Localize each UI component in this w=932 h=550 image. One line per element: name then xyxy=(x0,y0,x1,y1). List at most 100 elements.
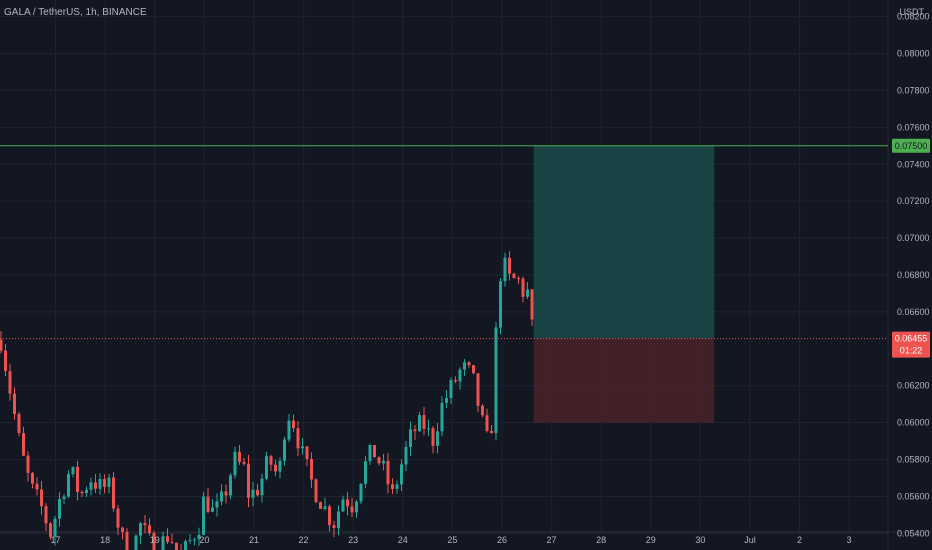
candle-body xyxy=(138,523,142,536)
candle-body xyxy=(363,461,367,484)
candle-body xyxy=(152,533,156,550)
x-tick-label: 30 xyxy=(695,535,705,545)
symbol-title[interactable]: GALA / TetherUS, 1h, BINANCE xyxy=(4,7,147,18)
y-tick-label: 0.05600 xyxy=(897,491,930,501)
last-price-tag xyxy=(892,331,930,358)
candle-body xyxy=(318,502,322,509)
candle-body xyxy=(309,458,313,480)
candle-body xyxy=(359,483,363,502)
candle-body xyxy=(296,428,300,449)
candle-body xyxy=(336,511,340,528)
candle-body xyxy=(62,496,66,500)
candle-body xyxy=(480,405,484,416)
candle-body xyxy=(264,456,268,479)
candle-body xyxy=(170,541,174,543)
candle-body xyxy=(395,484,399,489)
candle-body xyxy=(125,531,129,550)
candle-body xyxy=(53,518,57,537)
y-tick-label: 0.08000 xyxy=(897,49,930,59)
candle-body xyxy=(368,444,372,462)
price-lines xyxy=(0,145,888,340)
candle-body xyxy=(323,506,327,509)
time-axis[interactable]: 51718192021222324252627282930Jul23 xyxy=(0,535,852,545)
candle-body xyxy=(251,489,255,498)
x-tick-label: 17 xyxy=(51,535,61,545)
y-tick-label: 0.05400 xyxy=(897,528,930,538)
x-tick-label: 25 xyxy=(447,535,457,545)
candle-body xyxy=(120,527,124,532)
candle-body xyxy=(192,539,196,541)
candle-body xyxy=(35,483,39,490)
candle-body xyxy=(188,540,192,542)
candle-body xyxy=(80,491,84,494)
y-tick-label: 0.08200 xyxy=(897,12,930,22)
y-tick-label: 0.06000 xyxy=(897,418,930,428)
candle-body xyxy=(3,350,7,372)
candle-body xyxy=(435,431,439,446)
candle-body xyxy=(111,477,115,509)
price-tags: 0.07500 0.06455 01:22 xyxy=(892,138,930,358)
x-tick-label: 3 xyxy=(847,535,852,545)
candle-body xyxy=(39,489,43,507)
currency-label: USDT xyxy=(899,7,925,17)
candle-body xyxy=(314,479,318,503)
candle-body xyxy=(48,523,52,537)
candle-body xyxy=(12,393,16,414)
candle-body xyxy=(89,482,93,490)
candle-body xyxy=(521,278,525,297)
candle-body xyxy=(246,463,250,498)
candle-body xyxy=(71,466,75,475)
y-tick-label: 0.07600 xyxy=(897,122,930,132)
candle-body xyxy=(332,525,336,528)
candle-body xyxy=(489,430,493,434)
x-tick-label: 2 xyxy=(797,535,802,545)
candle-body xyxy=(530,289,534,320)
candle-body xyxy=(377,457,381,464)
x-tick-label: 29 xyxy=(646,535,656,545)
y-tick-label: 0.05800 xyxy=(897,455,930,465)
candle-body xyxy=(458,369,462,382)
candle-body xyxy=(516,278,520,280)
candle-body xyxy=(372,444,376,458)
candle-body xyxy=(183,541,187,550)
candle-body xyxy=(341,499,345,512)
candle-body xyxy=(399,464,403,485)
candle-body xyxy=(206,496,210,512)
candle-body xyxy=(278,460,282,472)
candle-body xyxy=(17,413,21,434)
candle-body xyxy=(453,380,457,382)
price-axis[interactable]: 0.08200 0.08000 0.07800 0.07600 0.07400 0.072… xyxy=(897,12,930,539)
candle-body xyxy=(84,489,88,494)
candle-body xyxy=(26,455,30,473)
candle-body xyxy=(269,456,273,465)
candle-body xyxy=(381,461,385,464)
candle-body xyxy=(219,491,223,502)
candle-body xyxy=(440,402,444,432)
candle-body xyxy=(498,281,502,328)
candle-body xyxy=(485,415,489,431)
candles xyxy=(0,251,534,550)
x-tick-label: 18 xyxy=(100,535,110,545)
candle-body xyxy=(224,491,228,496)
x-tick-label: 26 xyxy=(497,535,507,545)
candle-body xyxy=(237,451,241,462)
stop-loss-zone xyxy=(533,338,715,423)
candle-body xyxy=(327,506,331,526)
candle-body xyxy=(476,373,480,406)
candle-body xyxy=(345,499,349,507)
y-tick-label: 0.07800 xyxy=(897,85,930,95)
y-tick-label: 0.06800 xyxy=(897,270,930,280)
candle-body xyxy=(431,428,435,446)
candle-body xyxy=(147,525,151,534)
candle-body xyxy=(165,536,169,542)
candle-body xyxy=(413,429,417,432)
y-tick-label: 0.07200 xyxy=(897,196,930,206)
last-price-text: 0.06455 xyxy=(895,334,928,344)
candle-body xyxy=(404,446,408,465)
candle-body xyxy=(210,507,214,512)
y-tick-label: 0.06600 xyxy=(897,307,930,317)
target-price-tag xyxy=(892,138,930,153)
